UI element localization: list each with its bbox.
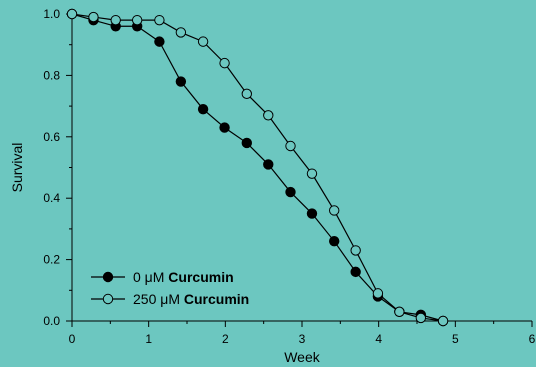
series-point-0 [263, 159, 274, 170]
series-point-0 [241, 137, 253, 149]
series-point-0 [154, 36, 165, 47]
y-tick-label: 0.4 [43, 191, 60, 205]
y-tick-label: 0.0 [43, 314, 60, 328]
legend-marker-1 [102, 293, 114, 305]
x-axis-title: Week [284, 349, 321, 365]
series-point-0 [175, 76, 187, 87]
legend-label-1: 250 μM Curcumin [133, 291, 249, 307]
x-tick-label: 2 [222, 332, 229, 346]
series-point-1 [219, 57, 230, 69]
series-point-1 [329, 205, 340, 216]
legend-marker-0 [102, 271, 114, 283]
series-point-1 [263, 110, 274, 121]
series-point-1 [306, 168, 318, 179]
series-point-0 [329, 235, 340, 247]
series-point-0 [306, 208, 318, 219]
x-tick-label: 0 [69, 332, 76, 346]
series-point-1 [197, 36, 209, 47]
series-point-0 [197, 103, 209, 115]
series-line-0 [71, 13, 444, 322]
x-tick-label: 6 [529, 332, 536, 346]
series-point-1 [285, 140, 296, 152]
series-point-1 [175, 27, 187, 38]
series-point-1 [394, 306, 405, 317]
series-point-1 [241, 88, 253, 100]
series-point-1 [131, 14, 143, 26]
y-tick-label: 0.2 [43, 253, 60, 267]
series-point-0 [350, 266, 361, 278]
series-point-1 [415, 312, 427, 324]
series-point-1 [437, 315, 449, 327]
series-point-1 [88, 11, 99, 23]
series-point-1 [350, 245, 361, 256]
y-tick-label: 0.8 [43, 68, 60, 82]
y-tick-label: 0.6 [43, 130, 60, 144]
ticks: 0 1 2 3 4 5 6 0.0 0.2 0.4 0.6 0.8 1.0 [43, 7, 535, 346]
x-tick-label: 1 [145, 332, 152, 346]
series-point-1 [66, 8, 78, 20]
x-tick-label: 4 [375, 332, 382, 346]
series-point-1 [110, 14, 121, 26]
y-tick-label: 1.0 [43, 7, 60, 21]
series-layer [66, 8, 449, 327]
series-point-1 [154, 14, 165, 26]
series-line-1 [71, 13, 444, 322]
legend: 0 μM Curcumin 250 μM Curcumin [91, 269, 249, 307]
y-axis-title: Survival [9, 143, 25, 193]
x-tick-label: 5 [452, 332, 459, 346]
series-point-0 [219, 122, 230, 133]
x-tick-label: 3 [299, 332, 306, 346]
series-point-1 [372, 288, 384, 299]
legend-label-0: 0 μM Curcumin [133, 269, 234, 285]
series-point-0 [285, 186, 296, 198]
